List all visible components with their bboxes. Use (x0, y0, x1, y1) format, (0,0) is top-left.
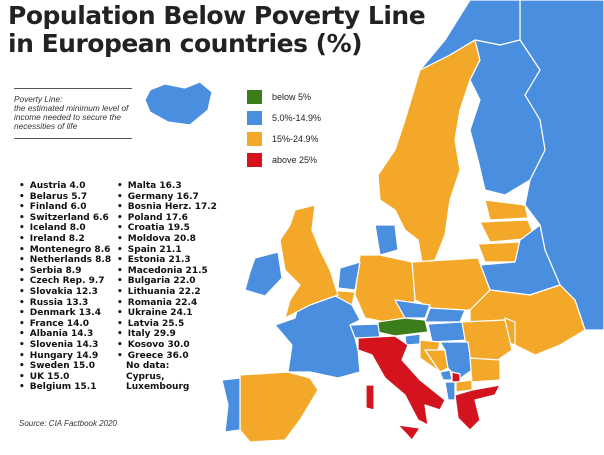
country-list-item: Poland 17.6 (117, 213, 217, 224)
country-list-item: Slovakia 12.3 (19, 287, 111, 298)
country-list-item: Austria 4.0 (19, 181, 111, 192)
country-uk (279, 204, 339, 319)
country-list-item: Czech Rep. 9.7 (19, 276, 111, 287)
country-list-item: Netherlands 8.8 (19, 255, 111, 266)
country-list-item: Macedonia 21.5 (117, 266, 217, 277)
country-list-column-1: Austria 4.0Belarus 5.7Finland 6.0Switzer… (19, 181, 111, 393)
country-list-item: Spain 21.1 (117, 245, 217, 256)
country-italy (357, 335, 446, 426)
country-list-item: Sweden 15.0 (19, 361, 111, 372)
legend-item: 5.0%-14.9% (247, 107, 321, 128)
country-list-item: Romania 22.4 (117, 298, 217, 309)
country-list-item: Hungary 14.9 (19, 351, 111, 362)
page-title: Population Below Poverty Line in Europea… (8, 1, 426, 58)
country-sardinia (365, 384, 375, 411)
country-sicily (397, 424, 421, 441)
no-data-note: Cyprus, (126, 371, 165, 382)
country-list-item: Montenegro 8.6 (19, 245, 111, 256)
legend-label: below 5% (272, 91, 312, 102)
definition-heading: Poverty Line: (14, 94, 63, 104)
legend-swatch-red (247, 152, 262, 167)
country-list-item: UK 15.0 (19, 372, 111, 383)
country-list-item: Estonia 21.3 (117, 255, 217, 266)
country-montenegro (439, 369, 453, 381)
legend-swatch-blue (247, 110, 262, 125)
country-list-item: Italy 29.9 (117, 329, 217, 340)
country-list-item: Denmark 13.4 (19, 308, 111, 319)
country-list-item: Lithuania 22.2 (117, 287, 217, 298)
country-list-column-2: Malta 16.3Germany 16.7Bosnia Herz. 17.2P… (117, 181, 217, 393)
country-iceland (144, 81, 213, 126)
country-list-item: Serbia 8.9 (19, 266, 111, 277)
title-line-1: Population Below Poverty Line (8, 1, 426, 30)
country-list-item: Greece 36.0 (117, 351, 217, 362)
country-estonia (484, 199, 529, 221)
country-list-item: Germany 16.7 (117, 192, 217, 203)
country-list-item: Slovenia 14.3 (19, 340, 111, 351)
country-portugal (221, 377, 241, 433)
country-list-item: Moldova 20.8 (117, 234, 217, 245)
country-list-item: Belarus 5.7 (19, 192, 111, 203)
legend-label: above 25% (272, 154, 318, 165)
country-finland (469, 39, 546, 196)
country-list-item: Belgium 15.1 (19, 382, 111, 393)
country-list-item: Ireland 8.2 (19, 234, 111, 245)
country-lithuania (477, 241, 521, 263)
definition-text: the estimated minimum level of income ne… (14, 103, 129, 131)
country-list-item: Croatia 19.5 (117, 223, 217, 234)
country-list-item: Bulgaria 22.0 (117, 276, 217, 287)
country-list-item: Switzerland 6.6 (19, 213, 111, 224)
country-list-item: Malta 16.3 (117, 181, 217, 192)
legend-item: above 25% (247, 149, 321, 170)
legend-swatch-orange (247, 131, 262, 146)
country-denmark (374, 224, 399, 256)
country-bulgaria (469, 357, 501, 383)
legend-swatch-green (247, 89, 262, 104)
legend-item: 15%-24.9% (247, 128, 321, 149)
country-list-item: Albania 14.3 (19, 329, 111, 340)
country-slovenia (404, 333, 421, 346)
poverty-line-definition: Poverty Line: the estimated minimum leve… (14, 88, 132, 139)
country-list-item: Russia 13.3 (19, 298, 111, 309)
country-slovakia (424, 307, 466, 323)
country-list-item: Finland 6.0 (19, 202, 111, 213)
country-france (274, 291, 361, 379)
country-list-item: Ukraine 24.1 (117, 308, 217, 319)
map-legend: below 5% 5.0%-14.9% 15%-24.9% above 25% (247, 86, 321, 170)
no-data-note: Luxembourg (126, 382, 190, 393)
title-line-2: in European countries (%) (8, 29, 363, 58)
country-netherlands (337, 261, 361, 291)
country-list-item: Latvia 25.5 (117, 319, 217, 330)
country-ireland (244, 251, 283, 297)
legend-item: below 5% (247, 86, 321, 107)
no-data-note: No data: (126, 361, 170, 372)
country-spain (239, 371, 319, 443)
country-czech (394, 299, 431, 319)
legend-label: 5.0%-14.9% (272, 112, 322, 123)
legend-label: 15%-24.9% (272, 133, 319, 144)
source-note: Source: CIA Factbook 2020 (19, 419, 117, 428)
country-austria (377, 317, 429, 337)
country-list-item: Iceland 8.0 (19, 223, 111, 234)
country-kosovo (451, 371, 461, 383)
country-albania (444, 381, 456, 401)
country-list-item: Bosnia Herz. 17.2 (117, 202, 217, 213)
country-list-item: Kosovo 30.0 (117, 340, 217, 351)
country-greece (454, 384, 501, 431)
country-list-item: France 14.0 (19, 319, 111, 330)
